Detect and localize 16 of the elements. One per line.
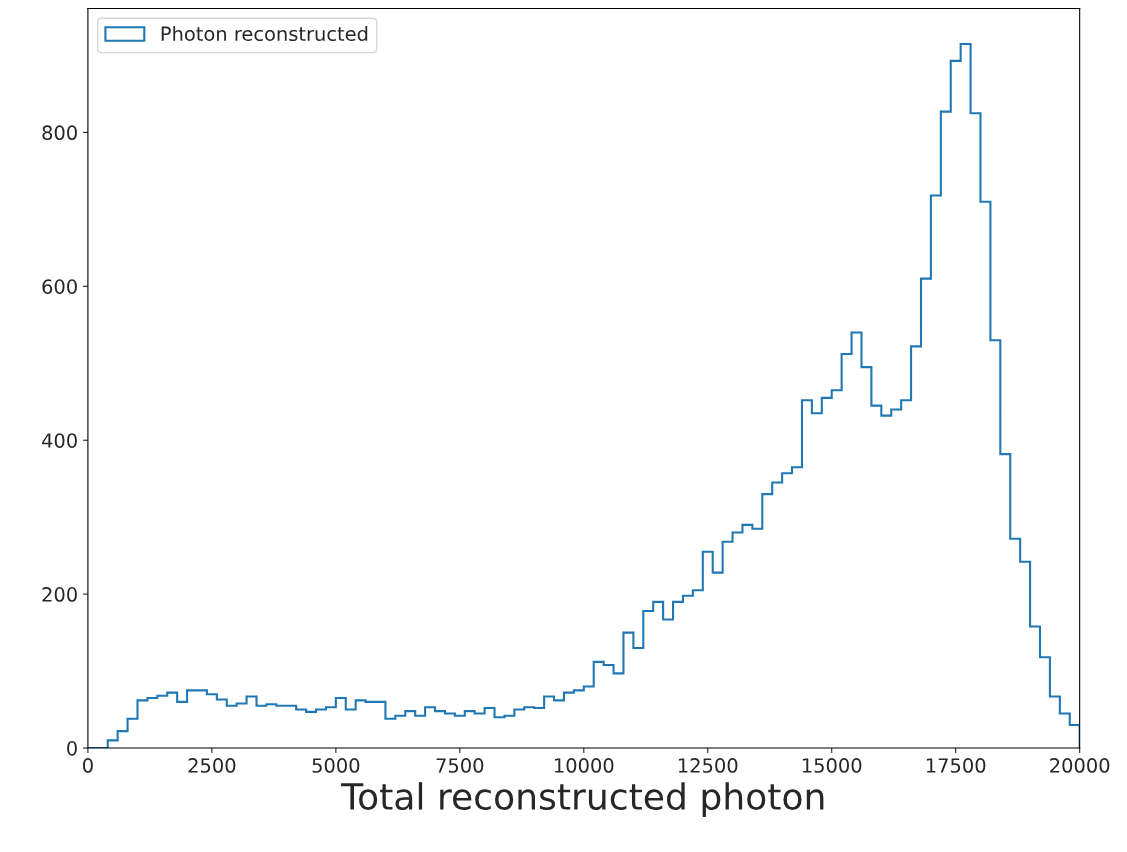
y-tick-label: 0 [67, 741, 77, 756]
x-axis-title: Total reconstructed photon [341, 782, 824, 818]
y-tick-label: 600 [42, 279, 77, 294]
x-tick-label: 20000 [1050, 758, 1110, 773]
x-tick-label: 5000 [312, 758, 360, 773]
legend-label: Photon reconstructed [161, 26, 368, 42]
x-tick-label: 17500 [926, 758, 986, 773]
x-tick-label: 2500 [188, 758, 236, 773]
x-tick-label: 7500 [436, 758, 484, 773]
x-tick-label: 15000 [802, 758, 862, 773]
x-tick-label: 0 [83, 758, 93, 773]
y-tick-label: 200 [42, 587, 77, 602]
y-tick-label: 400 [42, 433, 77, 448]
x-tick-label: 10000 [554, 758, 614, 773]
x-tick-label: 12500 [678, 758, 738, 773]
y-tick-label: 800 [42, 125, 77, 141]
